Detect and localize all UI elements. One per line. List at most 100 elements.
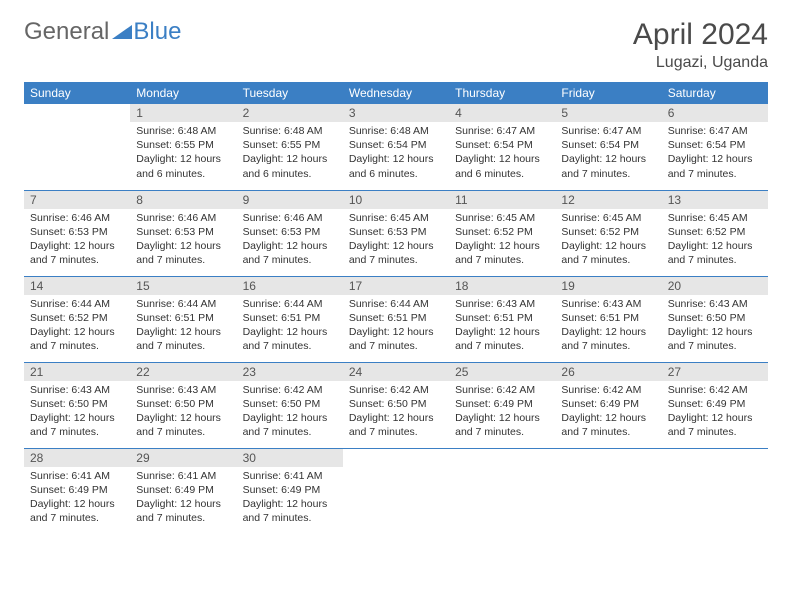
day-body: Sunrise: 6:41 AMSunset: 6:49 PMDaylight:… (237, 467, 343, 530)
sunrise-line: Sunrise: 6:43 AM (668, 297, 762, 311)
day-number: 9 (237, 191, 343, 209)
calendar-cell: 27Sunrise: 6:42 AMSunset: 6:49 PMDayligh… (662, 362, 768, 448)
sunset-line: Sunset: 6:52 PM (668, 225, 762, 239)
sunset-line: Sunset: 6:49 PM (136, 483, 230, 497)
daylight-line: Daylight: 12 hours and 7 minutes. (561, 152, 655, 180)
weekday-header: Saturday (662, 82, 768, 104)
day-body: Sunrise: 6:41 AMSunset: 6:49 PMDaylight:… (130, 467, 236, 530)
title-block: April 2024 Lugazi, Uganda (633, 18, 768, 72)
day-body: Sunrise: 6:42 AMSunset: 6:49 PMDaylight:… (662, 381, 768, 444)
sunset-line: Sunset: 6:49 PM (561, 397, 655, 411)
day-body: Sunrise: 6:45 AMSunset: 6:52 PMDaylight:… (555, 209, 661, 272)
calendar-cell: 8Sunrise: 6:46 AMSunset: 6:53 PMDaylight… (130, 190, 236, 276)
calendar-cell: 7Sunrise: 6:46 AMSunset: 6:53 PMDaylight… (24, 190, 130, 276)
sunrise-line: Sunrise: 6:41 AM (136, 469, 230, 483)
day-number: 20 (662, 277, 768, 295)
day-number: 17 (343, 277, 449, 295)
day-body: Sunrise: 6:44 AMSunset: 6:51 PMDaylight:… (343, 295, 449, 358)
calendar-cell: 9Sunrise: 6:46 AMSunset: 6:53 PMDaylight… (237, 190, 343, 276)
day-number: 11 (449, 191, 555, 209)
day-body: Sunrise: 6:43 AMSunset: 6:51 PMDaylight:… (449, 295, 555, 358)
calendar-row: 7Sunrise: 6:46 AMSunset: 6:53 PMDaylight… (24, 190, 768, 276)
daylight-line: Daylight: 12 hours and 7 minutes. (668, 239, 762, 267)
day-number: 4 (449, 104, 555, 122)
day-number: 22 (130, 363, 236, 381)
sunset-line: Sunset: 6:51 PM (243, 311, 337, 325)
sunset-line: Sunset: 6:52 PM (30, 311, 124, 325)
sunset-line: Sunset: 6:51 PM (561, 311, 655, 325)
sunrise-line: Sunrise: 6:42 AM (561, 383, 655, 397)
day-body: Sunrise: 6:47 AMSunset: 6:54 PMDaylight:… (662, 122, 768, 185)
daylight-line: Daylight: 12 hours and 6 minutes. (455, 152, 549, 180)
day-body: Sunrise: 6:45 AMSunset: 6:52 PMDaylight:… (662, 209, 768, 272)
day-body: Sunrise: 6:44 AMSunset: 6:51 PMDaylight:… (237, 295, 343, 358)
sunrise-line: Sunrise: 6:43 AM (561, 297, 655, 311)
sunset-line: Sunset: 6:50 PM (136, 397, 230, 411)
day-body: Sunrise: 6:48 AMSunset: 6:54 PMDaylight:… (343, 122, 449, 185)
sunrise-line: Sunrise: 6:46 AM (243, 211, 337, 225)
calendar-cell: 14Sunrise: 6:44 AMSunset: 6:52 PMDayligh… (24, 276, 130, 362)
sunset-line: Sunset: 6:53 PM (30, 225, 124, 239)
daylight-line: Daylight: 12 hours and 6 minutes. (136, 152, 230, 180)
sunrise-line: Sunrise: 6:47 AM (455, 124, 549, 138)
day-body: Sunrise: 6:42 AMSunset: 6:50 PMDaylight:… (343, 381, 449, 444)
sunrise-line: Sunrise: 6:44 AM (243, 297, 337, 311)
day-body: Sunrise: 6:43 AMSunset: 6:51 PMDaylight:… (555, 295, 661, 358)
day-body: Sunrise: 6:45 AMSunset: 6:52 PMDaylight:… (449, 209, 555, 272)
day-body: Sunrise: 6:47 AMSunset: 6:54 PMDaylight:… (555, 122, 661, 185)
calendar-row: 21Sunrise: 6:43 AMSunset: 6:50 PMDayligh… (24, 362, 768, 448)
sunset-line: Sunset: 6:52 PM (455, 225, 549, 239)
calendar-table: SundayMondayTuesdayWednesdayThursdayFrid… (24, 82, 768, 534)
day-number: 13 (662, 191, 768, 209)
calendar-cell: 11Sunrise: 6:45 AMSunset: 6:52 PMDayligh… (449, 190, 555, 276)
day-body: Sunrise: 6:42 AMSunset: 6:49 PMDaylight:… (555, 381, 661, 444)
calendar-cell: 19Sunrise: 6:43 AMSunset: 6:51 PMDayligh… (555, 276, 661, 362)
daylight-line: Daylight: 12 hours and 7 minutes. (668, 411, 762, 439)
sunrise-line: Sunrise: 6:41 AM (30, 469, 124, 483)
day-number: 25 (449, 363, 555, 381)
day-number: 6 (662, 104, 768, 122)
weekday-header: Tuesday (237, 82, 343, 104)
weekday-header: Sunday (24, 82, 130, 104)
daylight-line: Daylight: 12 hours and 7 minutes. (136, 497, 230, 525)
calendar-cell: 26Sunrise: 6:42 AMSunset: 6:49 PMDayligh… (555, 362, 661, 448)
weekday-header: Friday (555, 82, 661, 104)
daylight-line: Daylight: 12 hours and 6 minutes. (349, 152, 443, 180)
sunset-line: Sunset: 6:49 PM (30, 483, 124, 497)
month-title: April 2024 (633, 18, 768, 52)
calendar-cell: 4Sunrise: 6:47 AMSunset: 6:54 PMDaylight… (449, 104, 555, 190)
daylight-line: Daylight: 12 hours and 7 minutes. (349, 239, 443, 267)
sunrise-line: Sunrise: 6:42 AM (668, 383, 762, 397)
calendar-cell: 6Sunrise: 6:47 AMSunset: 6:54 PMDaylight… (662, 104, 768, 190)
calendar-row: 1Sunrise: 6:48 AMSunset: 6:55 PMDaylight… (24, 104, 768, 190)
daylight-line: Daylight: 12 hours and 7 minutes. (243, 411, 337, 439)
daylight-line: Daylight: 12 hours and 7 minutes. (243, 325, 337, 353)
sunset-line: Sunset: 6:51 PM (136, 311, 230, 325)
logo-text-1: General (24, 18, 109, 46)
sunrise-line: Sunrise: 6:43 AM (136, 383, 230, 397)
daylight-line: Daylight: 12 hours and 7 minutes. (349, 325, 443, 353)
sunrise-line: Sunrise: 6:43 AM (30, 383, 124, 397)
sunrise-line: Sunrise: 6:48 AM (349, 124, 443, 138)
daylight-line: Daylight: 12 hours and 7 minutes. (243, 497, 337, 525)
sunset-line: Sunset: 6:54 PM (349, 138, 443, 152)
calendar-row: 28Sunrise: 6:41 AMSunset: 6:49 PMDayligh… (24, 448, 768, 534)
daylight-line: Daylight: 12 hours and 7 minutes. (455, 239, 549, 267)
sunrise-line: Sunrise: 6:48 AM (243, 124, 337, 138)
day-number: 5 (555, 104, 661, 122)
sunrise-line: Sunrise: 6:45 AM (668, 211, 762, 225)
daylight-line: Daylight: 12 hours and 7 minutes. (561, 411, 655, 439)
day-number: 30 (237, 449, 343, 467)
day-body: Sunrise: 6:43 AMSunset: 6:50 PMDaylight:… (662, 295, 768, 358)
day-body: Sunrise: 6:47 AMSunset: 6:54 PMDaylight:… (449, 122, 555, 185)
page-header: General Blue April 2024 Lugazi, Uganda (24, 18, 768, 72)
sunrise-line: Sunrise: 6:44 AM (30, 297, 124, 311)
calendar-cell (555, 448, 661, 534)
sunset-line: Sunset: 6:51 PM (455, 311, 549, 325)
calendar-cell (343, 448, 449, 534)
sunset-line: Sunset: 6:50 PM (243, 397, 337, 411)
sunset-line: Sunset: 6:55 PM (136, 138, 230, 152)
sunrise-line: Sunrise: 6:48 AM (136, 124, 230, 138)
calendar-cell: 28Sunrise: 6:41 AMSunset: 6:49 PMDayligh… (24, 448, 130, 534)
logo: General Blue (24, 18, 181, 46)
